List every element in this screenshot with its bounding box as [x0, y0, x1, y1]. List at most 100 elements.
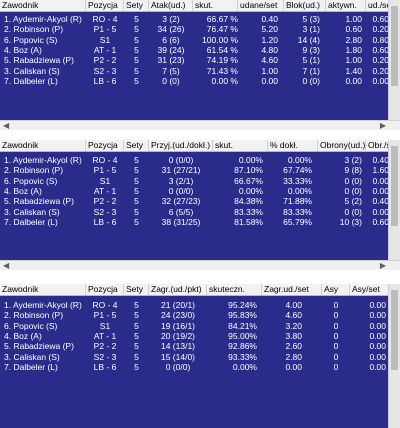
- cell-serve: 24 (23/0): [160, 310, 196, 321]
- col-header-sets[interactable]: Sety: [124, 0, 149, 11]
- cell-serve: 14 (13/1): [160, 341, 196, 352]
- table-row[interactable]: 4. Boz (A) AT - 1 5 39 (24) 61.54 % 4.80 9 (3)…: [0, 45, 400, 55]
- vertical-scrollbar[interactable]: [388, 140, 400, 260]
- cell-position: S1: [99, 175, 111, 186]
- cell-serve-eff: 95.24%: [228, 300, 257, 310]
- scroll-left-icon[interactable]: ◀: [3, 121, 10, 130]
- cell-sets: 5: [134, 185, 139, 196]
- table-row[interactable]: 7. Dalbeler (L) LB - 6 5 0 (0) 0.00 % 0.00 0 (…: [0, 76, 400, 86]
- cell-attack: 3 (2): [162, 14, 180, 24]
- vertical-scrollbar[interactable]: [388, 284, 400, 428]
- col-header-serve-eff[interactable]: skuteczn.: [207, 284, 262, 295]
- horizontal-scrollbar[interactable]: ◀ ▶: [0, 120, 400, 130]
- cell-activity: 1.80: [345, 44, 362, 55]
- table-row[interactable]: 6. Popovic (S) S1 5 6 (6) 100.00 % 1.20 14 (4)…: [0, 35, 400, 45]
- cell-serve-eff: 95.83%: [228, 310, 257, 321]
- table-row[interactable]: 6. Popovic (S) S1 5 3 (2/1) 66.67% 33.33% 0 (0…: [0, 176, 400, 186]
- cell-block: 5 (1): [302, 55, 320, 66]
- col-header-player[interactable]: Zawodnik: [0, 284, 86, 295]
- cell-block-per-set: 0.60: [372, 14, 389, 24]
- table-row[interactable]: 4. Boz (A) AT - 1 5 0 (0/0) 0.00% 0.00% 0 (0) 0…: [0, 186, 400, 196]
- table-row[interactable]: 5. Rabadziewa (P) P2 - 2 5 31 (23) 74.19 % 4.…: [0, 55, 400, 65]
- col-header-digs-per-set[interactable]: Obr./se: [366, 140, 389, 151]
- col-header-position[interactable]: Pozycja: [86, 140, 124, 151]
- table-row[interactable]: 3. Caliskan (S) S2 - 3 5 6 (5/5) 83.33% 83.33…: [0, 207, 400, 217]
- cell-player: 4. Boz (A): [4, 330, 42, 341]
- scrollbar-thumb[interactable]: [391, 290, 398, 370]
- table-row[interactable]: 6. Popovic (S) S1 5 19 (16/1) 84.21% 3.20 0 0.0…: [0, 321, 400, 331]
- cell-reception-eff: 84.38%: [234, 196, 263, 207]
- cell-block-per-set: 0.60: [372, 44, 389, 55]
- col-header-sets[interactable]: Sety: [124, 140, 149, 151]
- table-row[interactable]: 2. Robinson (P) P1 - 5 5 24 (23/0) 95.83% 4.6…: [0, 310, 400, 320]
- reception-defense-table: Zawodnik Pozycja Sety Przyj.(ud./dokł.) …: [0, 140, 400, 270]
- col-header-position[interactable]: Pozycja: [86, 284, 124, 295]
- table-row[interactable]: 2. Robinson (P) P1 - 5 5 34 (26) 76.47 % 5.20…: [0, 24, 400, 34]
- col-header-reception[interactable]: Przyj.(ud./dokł.): [149, 140, 213, 151]
- scroll-right-icon[interactable]: ▶: [379, 261, 386, 270]
- table-row[interactable]: 1. Aydemir-Akyol (R) RO - 4 5 0 (0/0) 0.00% 0…: [0, 155, 400, 165]
- scrollbar-thumb[interactable]: [391, 6, 398, 86]
- col-header-player[interactable]: Zawodnik: [0, 140, 86, 151]
- col-header-attack-eff[interactable]: skut.: [193, 0, 238, 11]
- cell-digs-per-set: 0.00: [372, 175, 389, 186]
- vertical-scrollbar[interactable]: [388, 0, 400, 120]
- horizontal-scrollbar[interactable]: ◀ ▶: [0, 260, 400, 270]
- cell-reception: 31 (27/21): [161, 165, 201, 176]
- col-header-aces[interactable]: Asy: [322, 284, 350, 295]
- scroll-left-icon[interactable]: ◀: [3, 261, 10, 270]
- col-header-block[interactable]: Blok(ud.): [284, 0, 326, 11]
- cell-block: 14 (4): [297, 34, 320, 45]
- cell-success-per-set: 0.00: [261, 75, 278, 86]
- col-header-position[interactable]: Pozycja: [86, 0, 124, 11]
- table-row[interactable]: 3. Caliskan (S) S2 - 3 5 15 (14/0) 93.33% 2.8…: [0, 352, 400, 362]
- cell-serve-eff: 95.00%: [228, 330, 257, 341]
- cell-digs: 0 (0): [344, 175, 362, 186]
- cell-sets: 5: [134, 175, 139, 186]
- table-row[interactable]: 2. Robinson (P) P1 - 5 5 31 (27/21) 87.10% 67…: [0, 165, 400, 175]
- col-header-aces-per-set[interactable]: Asy/set: [350, 284, 389, 295]
- cell-position: S2 - 3: [93, 65, 117, 76]
- col-header-digs[interactable]: Obrony(ud.): [320, 140, 366, 151]
- table-row[interactable]: 1. Aydemir-Akyol (R) RO - 4 5 3 (2) 66.67 % 0…: [0, 14, 400, 24]
- cell-position: P1 - 5: [93, 310, 117, 321]
- cell-serve-per-set: 4.60: [285, 310, 302, 321]
- cell-aces-per-set: 0.00: [369, 320, 386, 331]
- cell-attack: 0 (0): [162, 75, 180, 86]
- col-header-player[interactable]: Zawodnik: [0, 0, 86, 11]
- table-row[interactable]: 7. Dalbeler (L) LB - 6 5 38 (31/25) 81.58% 65…: [0, 217, 400, 227]
- col-header-sets[interactable]: Sety: [124, 284, 149, 295]
- cell-reception-eff: 0.00%: [238, 155, 263, 165]
- table-row[interactable]: 5. Rabadziewa (P) P2 - 2 5 14 (13/1) 92.86% 2…: [0, 341, 400, 351]
- table-row[interactable]: 4. Boz (A) AT - 1 5 20 (19/2) 95.00% 3.80 0 0.0…: [0, 331, 400, 341]
- cell-position: S2 - 3: [93, 206, 117, 217]
- table-row[interactable]: 5. Rabadziewa (P) P2 - 2 5 32 (27/23) 84.38%…: [0, 196, 400, 206]
- cell-block-per-set: 0.20: [372, 55, 389, 66]
- cell-sets: 5: [134, 216, 139, 227]
- cell-accuracy: 71.88%: [283, 196, 312, 207]
- col-header-accuracy[interactable]: % dokł.: [268, 140, 318, 151]
- col-header-block-per-set[interactable]: ud./se: [368, 0, 389, 11]
- col-header-serve[interactable]: Zagr.(ud./pkt): [149, 284, 207, 295]
- cell-sets: 5: [134, 330, 139, 341]
- table-header: Zawodnik Pozycja Sety Atak(ud.) skut. ud…: [0, 0, 400, 12]
- table-row[interactable]: 3. Caliskan (S) S2 - 3 5 7 (5) 71.43 % 1.00 7 …: [0, 66, 400, 76]
- cell-player: 1. Aydemir-Akyol (R): [4, 155, 82, 165]
- scrollbar-thumb[interactable]: [391, 146, 398, 226]
- scroll-right-icon[interactable]: ▶: [379, 121, 386, 130]
- cell-player: 6. Popovic (S): [4, 34, 58, 45]
- cell-reception: 6 (5/5): [168, 206, 194, 217]
- col-header-attack[interactable]: Atak(ud.): [149, 0, 193, 11]
- cell-activity: 0.60: [345, 24, 362, 35]
- cell-position: S1: [99, 320, 111, 331]
- col-header-activity[interactable]: aktywn.: [326, 0, 366, 11]
- col-header-success-per-set[interactable]: udane/set: [238, 0, 284, 11]
- cell-aces-per-set: 0.00: [369, 351, 386, 362]
- table-row[interactable]: 1. Aydemir-Akyol (R) RO - 4 5 21 (20/1) 95.2…: [0, 300, 400, 310]
- col-header-reception-eff[interactable]: skut.: [213, 140, 268, 151]
- col-header-serve-per-set[interactable]: Zagr.ud./set: [262, 284, 322, 295]
- table-row[interactable]: 7. Dalbeler (L) LB - 6 5 0 (0/0) 0.00% 0.00 0 0…: [0, 362, 400, 372]
- cell-position: P2 - 2: [93, 196, 117, 207]
- cell-aces-per-set: 0.00: [369, 361, 386, 372]
- cell-block: 7 (1): [302, 65, 320, 76]
